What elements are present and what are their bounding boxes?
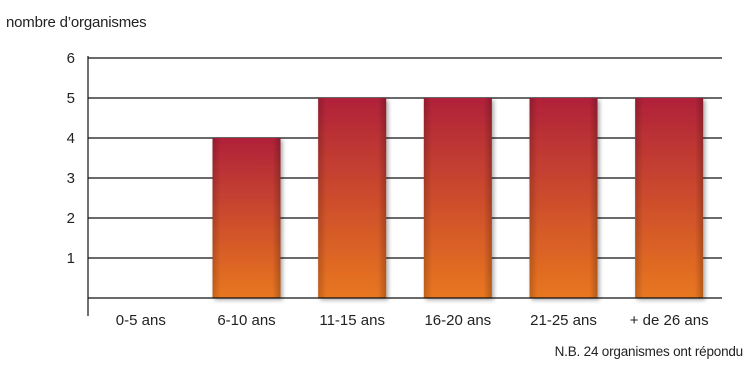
bar-shade-2 xyxy=(318,98,387,298)
x-tick-label-3: 16-20 ans xyxy=(424,312,491,329)
x-tick-label-5: + de 26 ans xyxy=(630,312,709,329)
x-tick-label-4: 21-25 ans xyxy=(530,312,597,329)
bar-shade-5 xyxy=(635,98,704,298)
bar-shade-1 xyxy=(212,138,281,298)
y-tick-label-5: 5 xyxy=(67,90,75,107)
x-tick-label-1: 6-10 ans xyxy=(217,312,275,329)
x-tick-label-2: 11-15 ans xyxy=(319,312,385,329)
bar-shade-4 xyxy=(529,98,598,298)
y-axis-label: nombre d’organismes xyxy=(6,14,147,31)
y-tick-label-4: 4 xyxy=(67,130,75,147)
y-tick-label-3: 3 xyxy=(67,170,75,187)
y-tick-label-2: 2 xyxy=(67,210,75,227)
y-tick-label-6: 6 xyxy=(67,50,75,67)
footnote: N.B. 24 organismes ont répondu xyxy=(554,344,744,359)
y-tick-label-1: 1 xyxy=(67,250,75,267)
x-tick-label-0: 0-5 ans xyxy=(116,312,166,329)
bar-shade-3 xyxy=(423,98,492,298)
